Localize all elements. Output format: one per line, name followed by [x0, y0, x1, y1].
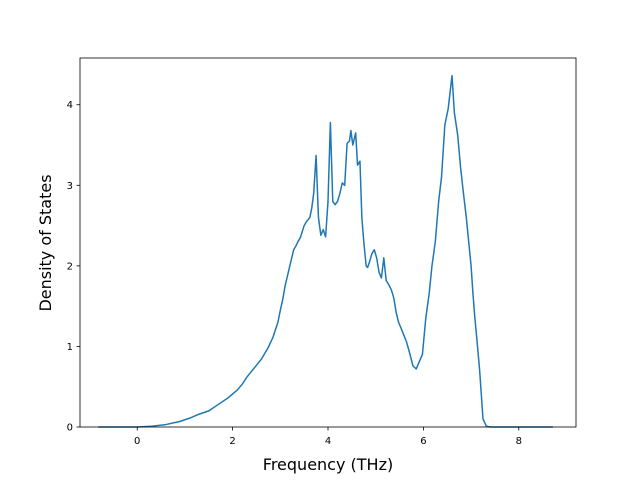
plot-area — [98, 74, 553, 428]
x-tick-label: 4 — [325, 436, 331, 447]
y-tick-label: 3 — [67, 181, 73, 192]
x-tick-label: 8 — [516, 436, 522, 447]
y-axis-label: Density of States — [36, 174, 55, 311]
dos-series-line — [98, 74, 553, 428]
y-tick-label: 4 — [67, 100, 73, 111]
x-tick-label: 0 — [134, 436, 140, 447]
y-tick-label: 0 — [67, 423, 73, 434]
y-tick-label: 2 — [67, 261, 73, 272]
axes: 0 2 4 6 8 0 1 2 3 4 — [67, 57, 577, 447]
axes-frame — [79, 57, 577, 428]
y-tick-label: 1 — [67, 342, 73, 353]
x-tick-label: 2 — [229, 436, 235, 447]
x-tick-label: 6 — [420, 436, 426, 447]
x-axis-label: Frequency (THz) — [263, 455, 393, 474]
